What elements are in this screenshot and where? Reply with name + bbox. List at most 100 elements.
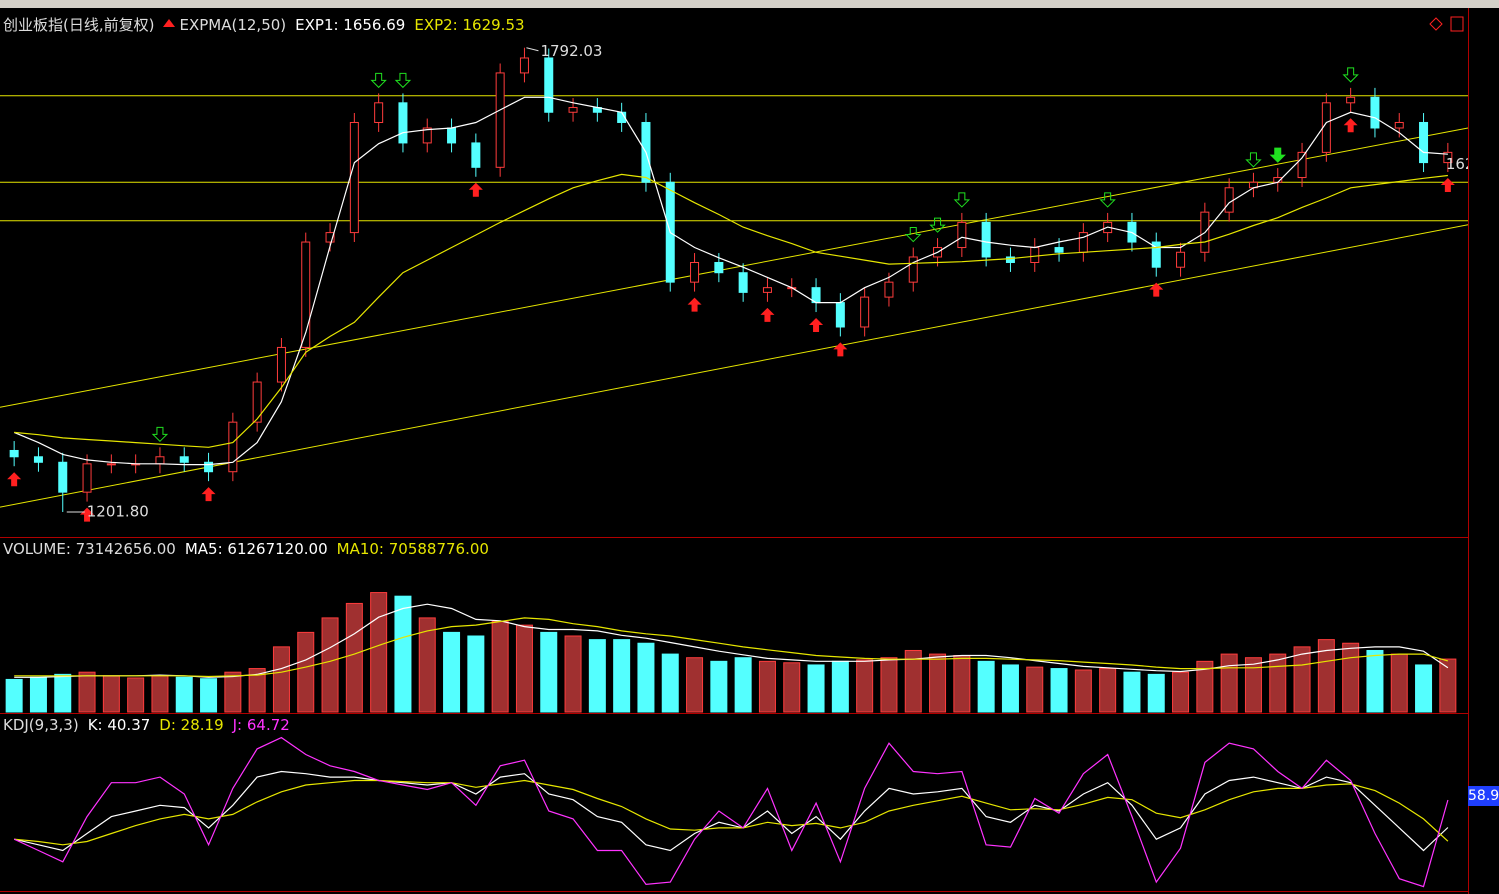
volume-bar [1390, 653, 1408, 713]
sell-signal [1269, 147, 1286, 163]
candle-body [544, 57, 554, 113]
candle-body [1005, 256, 1015, 263]
candle-body [860, 296, 870, 328]
buy-signal [201, 487, 216, 502]
candle-body [301, 241, 311, 348]
indicator-icon [163, 18, 176, 27]
sell-signal [151, 426, 169, 443]
buy-signal [7, 472, 22, 487]
volume-bar [1026, 666, 1044, 713]
volume-bar [1342, 642, 1360, 713]
kdj-header: KDJ(9,3,3) K: 40.37 D: 28.19 J: 64.72 [3, 716, 290, 734]
volume-bar [78, 671, 96, 713]
volume-header: VOLUME: 73142656.00 MA5: 61267120.00 MA1… [3, 540, 489, 558]
indicator-name: EXPMA(12,50) [179, 15, 287, 34]
low-label: 1201.80 [87, 502, 149, 520]
indicator-line [14, 770, 1449, 852]
legend-entry: EXP2: 1629.53 [414, 15, 525, 34]
candle-body [1151, 241, 1161, 268]
buy-signal [760, 307, 775, 322]
volume-bar [1220, 653, 1238, 713]
volume-bar [734, 657, 752, 713]
candle-body [568, 107, 578, 113]
candle-body [714, 261, 724, 274]
candle-body [1419, 121, 1429, 164]
volume-bar [200, 678, 218, 713]
volume-bar [29, 676, 47, 713]
buy-signal [1149, 282, 1164, 297]
volume-bar [1366, 649, 1384, 713]
volume-bar [491, 621, 509, 713]
volume-bar [1196, 660, 1214, 713]
candle-body [325, 232, 335, 243]
high-label: 1792.03 [540, 42, 602, 60]
buy-signal [1343, 118, 1358, 133]
volume-bar [321, 617, 339, 713]
volume-bar [977, 660, 995, 713]
legend-entry: MA10: 70588776.00 [336, 540, 489, 558]
indicator-line [13, 96, 1448, 466]
candle-body [155, 456, 165, 465]
candle-body [884, 281, 894, 298]
candle-body [1176, 251, 1186, 268]
volume-bar [613, 639, 631, 713]
buy-signal [833, 342, 848, 357]
volume-bar [297, 631, 315, 713]
candle-body [1394, 121, 1404, 129]
candle-body [398, 102, 408, 144]
window-icon[interactable] [1429, 17, 1443, 31]
sell-signal [1342, 67, 1359, 83]
buy-signal [1440, 178, 1455, 193]
sell-signal [1099, 192, 1116, 208]
window-icon[interactable] [1450, 16, 1464, 32]
volume-bar [856, 659, 874, 713]
chart-title: KDJ(9,3,3) [3, 716, 79, 734]
buy-signal [687, 297, 702, 312]
candle-body [690, 261, 700, 283]
volume-bar [151, 675, 169, 713]
volume-bar [929, 653, 947, 713]
sell-signal [394, 72, 412, 89]
candle-body [495, 72, 505, 168]
volume-bar [127, 677, 145, 713]
volume-bar [418, 617, 436, 713]
volume-bar [272, 646, 290, 713]
candle-body [204, 461, 214, 473]
volume-bar [467, 635, 485, 713]
sell-signal [953, 192, 971, 208]
cursor-value: 58.9 [1468, 786, 1499, 806]
candle-body [835, 302, 845, 328]
volume-bar [661, 653, 679, 713]
sell-signal [1245, 152, 1262, 168]
indicator-line [14, 173, 1448, 448]
sell-signal [370, 72, 387, 89]
volume-bar [807, 664, 825, 713]
candle-body [957, 221, 967, 249]
candle-body [349, 121, 359, 234]
candle-body [374, 102, 384, 123]
volume-bar [904, 649, 922, 713]
volume-bar [831, 660, 849, 713]
legend-entry: K: 40.37 [87, 716, 151, 734]
candle-body [1346, 96, 1356, 104]
volume-bar [564, 635, 582, 713]
volume-bar [710, 660, 728, 713]
legend-entry: D: 28.19 [159, 716, 224, 734]
volume-bar [1123, 671, 1141, 713]
volume-bar [1269, 653, 1287, 713]
candle-body [1370, 96, 1380, 129]
volume-bar [1293, 646, 1311, 713]
candle-body [1224, 187, 1234, 213]
candle-body [228, 421, 238, 473]
volume-bar [953, 655, 971, 713]
candle-body [1297, 151, 1307, 179]
volume-bar [102, 675, 120, 713]
chart-title: VOLUME: 73142656.00 [3, 540, 176, 558]
volume-bar [1050, 668, 1068, 713]
volume-bar [1099, 668, 1117, 713]
candle-body [738, 272, 748, 293]
menu-bar [0, 0, 1499, 8]
indicator-line [14, 779, 1449, 846]
volume-bar [394, 595, 412, 713]
